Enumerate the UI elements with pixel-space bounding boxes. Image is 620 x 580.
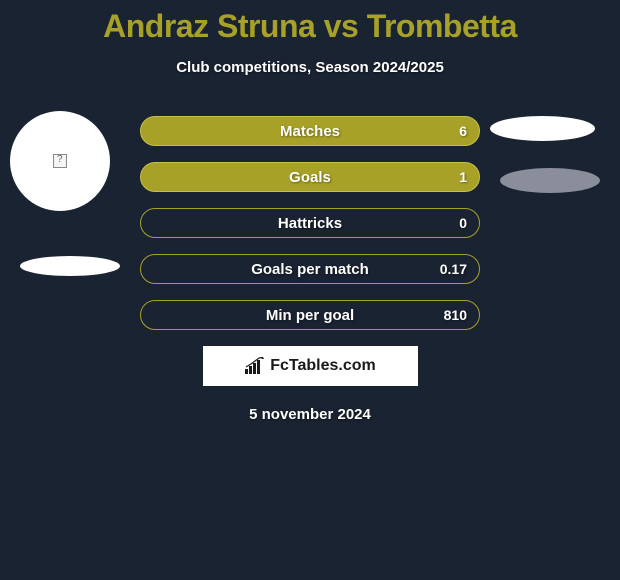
stat-row-hattricks: Hattricks 0 <box>140 208 480 238</box>
vs-text: vs <box>315 8 366 44</box>
subtitle: Club competitions, Season 2024/2025 <box>0 59 620 76</box>
player2-shadow <box>500 168 600 193</box>
player2-avatar <box>490 116 595 141</box>
stat-label: Min per goal <box>266 307 354 324</box>
player1-shadow <box>20 256 120 276</box>
stat-right-value: 1 <box>459 169 467 185</box>
player1-name: Andraz Struna <box>103 8 315 44</box>
stat-right-value: 6 <box>459 123 467 139</box>
date-label: 5 november 2024 <box>0 406 620 423</box>
stat-right-value: 0 <box>459 215 467 231</box>
image-placeholder-icon <box>53 154 67 168</box>
logo-text: FcTables.com <box>270 357 376 375</box>
fctables-logo[interactable]: FcTables.com <box>203 346 418 386</box>
stat-right-value: 0.17 <box>440 261 467 277</box>
stats-list: Matches 6 Goals 1 Hattricks 0 Goals per … <box>140 116 480 330</box>
stat-label: Matches <box>280 123 340 140</box>
stat-label: Goals per match <box>251 261 369 278</box>
stat-label: Goals <box>289 169 331 186</box>
player2-name: Trombetta <box>367 8 517 44</box>
page-title: Andraz Struna vs Trombetta <box>0 0 620 45</box>
chart-icon <box>244 357 266 375</box>
stat-row-goals-per-match: Goals per match 0.17 <box>140 254 480 284</box>
stat-row-goals: Goals 1 <box>140 162 480 192</box>
stat-row-min-per-goal: Min per goal 810 <box>140 300 480 330</box>
stat-right-value: 810 <box>444 307 467 323</box>
player1-avatar <box>10 111 110 211</box>
stat-row-matches: Matches 6 <box>140 116 480 146</box>
comparison-content: Matches 6 Goals 1 Hattricks 0 Goals per … <box>0 116 620 423</box>
stat-label: Hattricks <box>278 215 342 232</box>
